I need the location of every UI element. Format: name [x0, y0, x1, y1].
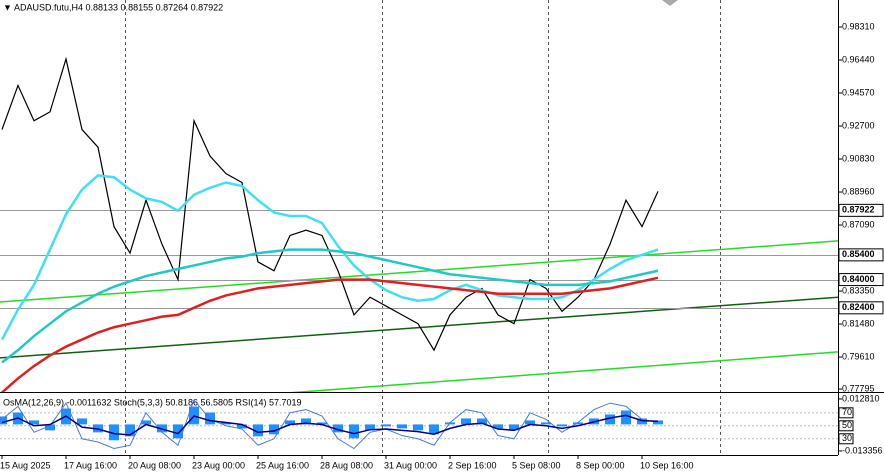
tick-box: [838, 433, 854, 445]
y-tick-label: 0.87090: [842, 219, 875, 229]
y2-tick-label: 0.012810: [842, 393, 880, 403]
x-tick-label: 31 Aug 00:00: [384, 460, 437, 470]
x-tick-label: 28 Aug 08:00: [320, 460, 373, 470]
y-tick-label: 0.96440: [842, 54, 875, 64]
moving-average: [0, 174, 659, 341]
osma-bar: [205, 412, 215, 425]
shift-marker: [662, 0, 678, 6]
osma-bar: [605, 414, 615, 425]
x-tick-label: 2 Sep 16:00: [448, 460, 497, 470]
osma-bar: [253, 424, 263, 437]
osma-bar: [45, 424, 55, 431]
oscillator-line: [1, 414, 659, 436]
x-tick-label: 10 Sep 16:00: [640, 460, 694, 470]
trendline: [290, 351, 838, 392]
osma-bar: [541, 422, 551, 425]
level-label: 0.84000: [842, 274, 875, 284]
level-label: 0.82400: [842, 302, 875, 312]
osma-bar: [397, 424, 407, 429]
menu-arrow[interactable]: ▼: [3, 2, 12, 12]
level-box: [838, 301, 884, 315]
level-box: [838, 203, 884, 217]
level-box: [838, 248, 884, 262]
level-label: 0.85400: [842, 249, 875, 259]
tick-box: [838, 420, 854, 432]
osma-bar: [493, 424, 503, 429]
y-tick-label: 0.83350: [842, 285, 875, 295]
osma-bar: [29, 420, 39, 425]
osma-bar: [0, 416, 7, 425]
indicator-title: OsMA(12,26,9) -0.0011632 Stoch(5,3,3) 50…: [3, 397, 302, 407]
osma-bar: [461, 418, 471, 425]
chart-title: ADAUSD.futu,H4 0.88133 0.88155 0.87264 0…: [14, 2, 223, 12]
osma-bar: [173, 424, 183, 439]
osma-bar: [525, 420, 535, 425]
x-tick-label: 20 Aug 08:00: [128, 460, 181, 470]
osma-bar: [381, 424, 391, 427]
trendline: [0, 240, 838, 303]
y-tick-label: 0.94570: [842, 87, 875, 97]
osma-bar: [413, 424, 423, 431]
x-tick-label: 8 Sep 00:00: [576, 460, 625, 470]
tick-box: [838, 407, 854, 419]
osma-bar: [637, 418, 647, 425]
main-plot: [0, 56, 838, 392]
moving-average: [1, 248, 659, 364]
y-tick-label: 0.77795: [842, 383, 875, 393]
osma-bar: [333, 424, 343, 433]
osma-bar: [621, 410, 631, 425]
osma-bar: [109, 424, 119, 441]
osma-bar: [285, 420, 295, 425]
osma-bar: [237, 424, 247, 429]
x-tick-label: 17 Aug 16:00: [64, 460, 117, 470]
osma-bar: [429, 424, 439, 435]
x-tick-label: 5 Sep 08:00: [512, 460, 561, 470]
level-box: [838, 273, 884, 287]
y-tick-label: 70: [842, 407, 852, 417]
osma-bar: [477, 418, 487, 425]
osma-bar: [221, 422, 231, 425]
x-tick-label: 23 Aug 00:00: [192, 460, 245, 470]
y-tick-label: 0.88960: [842, 186, 875, 196]
y-tick-label: 0.90830: [842, 153, 875, 163]
x-tick-label: 25 Aug 16:00: [256, 460, 309, 470]
osma-bar: [509, 424, 519, 431]
y-tick-label: 50: [842, 420, 852, 430]
osma-bar: [301, 418, 311, 425]
y-tick-label: 0.79610: [842, 351, 875, 361]
trendline: [0, 296, 838, 359]
osma-bar: [269, 424, 279, 435]
x-tick-label: 15 Aug 2025: [0, 460, 51, 470]
osma-bar: [573, 422, 583, 425]
osma-bar: [77, 418, 87, 425]
osma-bar: [317, 422, 327, 425]
osma-bar: [125, 424, 135, 437]
price-line: [1, 56, 659, 352]
osma-bar: [141, 420, 151, 425]
y-tick-label: 0.81480: [842, 318, 875, 328]
level-label: 0.87922: [842, 205, 875, 215]
moving-average: [1, 276, 659, 392]
osma-bar: [349, 424, 359, 439]
y-tick-label: 0.98310: [842, 21, 875, 31]
y-tick-label: 30: [842, 433, 852, 443]
osma-bar: [557, 424, 567, 427]
y-tick-label: 0.92700: [842, 120, 875, 130]
osma-bar: [365, 424, 375, 431]
y2-tick-label: -0.013356: [842, 445, 883, 455]
separators: [125, 0, 721, 455]
